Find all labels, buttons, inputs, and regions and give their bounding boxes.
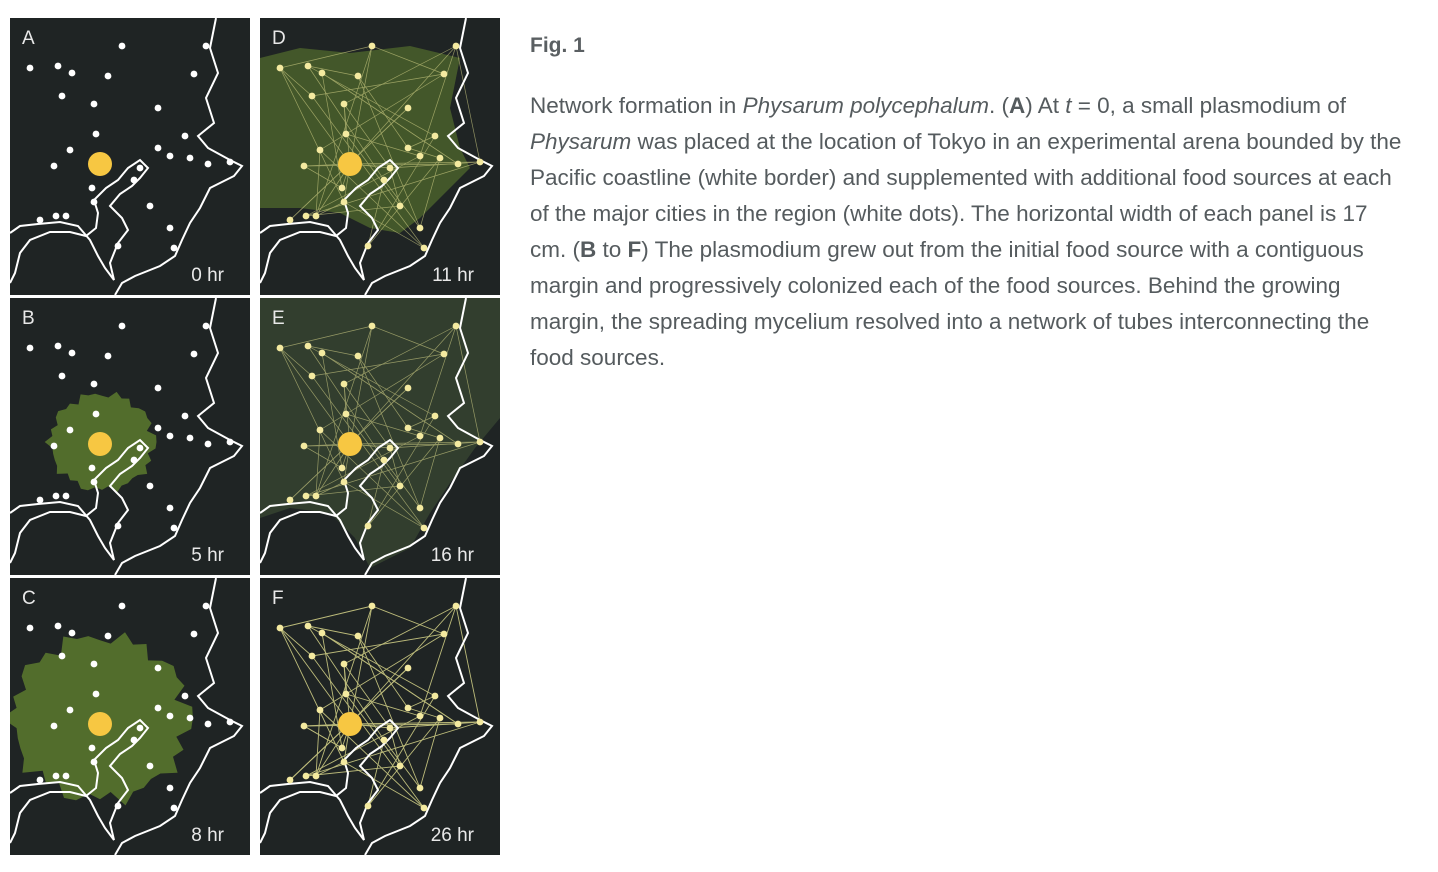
caption-segment: F <box>627 237 642 262</box>
panel-time-label: 16 hr <box>430 545 474 566</box>
caption-segment: Network formation in <box>530 93 743 118</box>
panel-map-artwork <box>260 578 494 855</box>
caption-segment: was placed at the location of Tokyo in a… <box>530 129 1402 262</box>
panel-map-artwork <box>10 578 244 855</box>
caption-segment: to <box>596 237 628 262</box>
panel-time-label: 8 hr <box>191 825 224 846</box>
caption-segment: ) The plasmodium grew out from the initi… <box>530 237 1370 370</box>
panel-map-artwork <box>10 298 244 575</box>
caption-text: Network formation in Physarum polycephal… <box>530 88 1410 376</box>
panel-map-artwork <box>260 18 494 295</box>
panel-d: D 11 hr <box>260 18 500 295</box>
panel-b: B 5 hr <box>10 298 250 575</box>
caption-segment: Physarum polycephalum <box>742 93 989 118</box>
panel-map-artwork <box>10 18 244 295</box>
panel-letter: B <box>22 308 35 329</box>
panel-time-label: 11 hr <box>432 265 474 286</box>
caption-segment: ) At <box>1025 93 1066 118</box>
caption-segment: t <box>1065 93 1072 118</box>
panel-a: A 0 hr <box>10 18 250 295</box>
panel-time-label: 26 hr <box>430 825 474 846</box>
caption-segment: A <box>1008 93 1026 118</box>
caption-segment: . ( <box>988 93 1009 118</box>
figure-title: Fig. 1 <box>530 34 585 57</box>
panel-c: C 8 hr <box>10 578 250 855</box>
caption-segment: B <box>580 237 597 262</box>
panel-letter: E <box>272 308 285 329</box>
panel-e: E 16 hr <box>260 298 500 575</box>
panel-map-artwork <box>260 298 500 575</box>
panel-letter: F <box>272 588 284 609</box>
panel-letter: C <box>22 588 36 609</box>
caption-segment: = 0, a small plasmodium of <box>1071 93 1346 118</box>
panel-time-label: 0 hr <box>191 265 224 286</box>
panel-f: F 26 hr <box>260 578 500 855</box>
figure-image-grid: A 0 hr B 5 hr C 8 hr D 11 hr E 16 hr F 2… <box>10 18 500 856</box>
figure-caption: Fig. 1 Network formation in Physarum pol… <box>530 34 1410 376</box>
caption-segment: Physarum <box>530 129 632 154</box>
panel-time-label: 5 hr <box>191 545 224 566</box>
panel-letter: D <box>272 28 286 49</box>
panel-letter: A <box>22 28 35 49</box>
